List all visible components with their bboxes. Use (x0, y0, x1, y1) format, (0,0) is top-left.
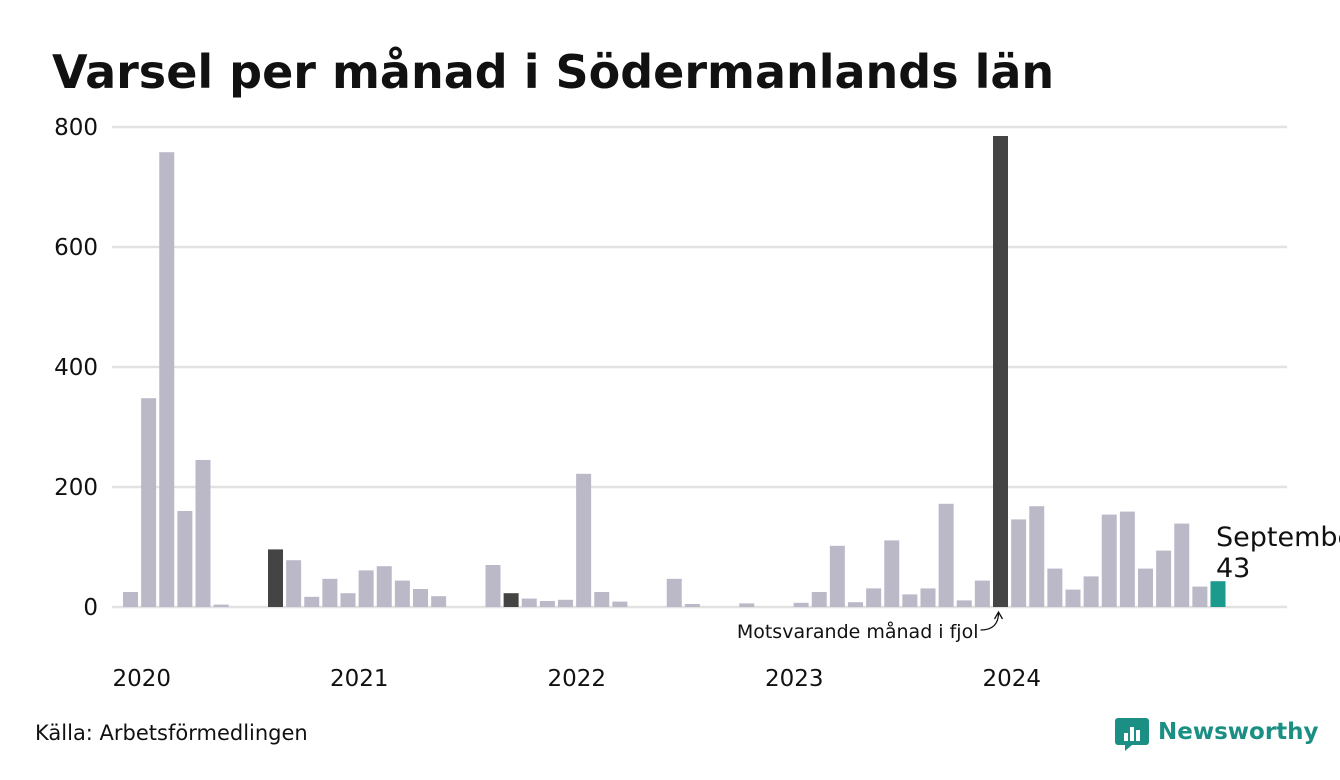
bar-8 (268, 549, 283, 607)
bar-54 (1101, 514, 1117, 607)
bar-12 (340, 593, 356, 607)
bar-57 (1156, 550, 1172, 607)
bar-9 (286, 560, 302, 607)
x-tick-label-2021: 2021 (330, 666, 389, 692)
bar-20 (485, 565, 501, 607)
annotation-label: Motsvarande månad i fjol (737, 620, 979, 643)
y-tick-label-400: 400 (54, 355, 98, 381)
bar-30 (666, 578, 682, 607)
x-tick-label-2020: 2020 (113, 666, 172, 692)
bar-15 (394, 580, 410, 607)
y-tick-label-200: 200 (54, 475, 98, 501)
bar-11 (322, 578, 338, 607)
bar-27 (612, 601, 628, 607)
bar-55 (1119, 511, 1135, 607)
last-year-annotation: Motsvarande månad i fjol (737, 610, 1004, 643)
bar-48 (993, 136, 1008, 607)
bar-56 (1138, 568, 1153, 607)
bar-31 (684, 604, 700, 607)
bar-34 (739, 603, 755, 607)
y-axis-tick-labels: 0 200 400 600 800 (54, 115, 98, 621)
bar-44 (920, 588, 936, 607)
bar-25 (576, 473, 592, 607)
bar-37 (793, 602, 809, 607)
bar-60 (1210, 581, 1226, 607)
chart-bubble-icon (1115, 718, 1149, 751)
brand-name: Newsworthy (1158, 719, 1319, 745)
bar-52 (1065, 589, 1081, 607)
x-axis-tick-labels: 2020 2021 2022 2023 2024 (113, 666, 1042, 692)
source-label: Källa: Arbetsförmedlingen (35, 721, 308, 745)
annotation-arrowhead (993, 610, 1004, 620)
brand-logo: Newsworthy (1115, 718, 1319, 751)
bar-13 (358, 570, 374, 607)
x-tick-label-2024: 2024 (983, 666, 1042, 692)
bar-58 (1174, 523, 1190, 607)
callout-month: September (1216, 522, 1340, 553)
bar-23 (539, 601, 555, 607)
bar-59 (1192, 586, 1208, 607)
bar-41 (866, 588, 882, 607)
bar-47 (974, 580, 990, 607)
x-tick-label-2022: 2022 (548, 666, 607, 692)
x-tick-label-2023: 2023 (765, 666, 824, 692)
bar-3 (177, 511, 193, 607)
bar-50 (1029, 506, 1045, 607)
bar-14 (376, 566, 392, 607)
bar-2 (159, 152, 175, 607)
bar-40 (848, 602, 863, 607)
bar-17 (431, 596, 447, 607)
bar-38 (811, 592, 827, 607)
bar-24 (558, 599, 573, 607)
y-tick-label-0: 0 (83, 595, 98, 621)
bars (123, 136, 1226, 607)
bar-53 (1083, 576, 1099, 607)
chart-title: Varsel per månad i Södermanlands län (52, 45, 1054, 99)
bar-21 (503, 593, 519, 607)
bar-46 (956, 600, 972, 607)
bar-42 (884, 540, 900, 607)
bar-10 (304, 596, 320, 607)
y-tick-label-800: 800 (54, 115, 98, 141)
bar-26 (594, 592, 610, 607)
bar-22 (521, 598, 537, 607)
bar-1 (141, 398, 157, 607)
latest-value-callout: September 43 (1216, 522, 1340, 584)
bar-39 (829, 545, 845, 607)
callout-value: 43 (1216, 553, 1250, 584)
bar-49 (1011, 519, 1027, 607)
bar-43 (902, 594, 918, 607)
bar-16 (413, 589, 428, 607)
y-tick-label-600: 600 (54, 235, 98, 261)
bar-4 (195, 460, 211, 607)
bar-51 (1047, 568, 1063, 607)
bar-45 (938, 503, 954, 607)
bar-0 (123, 592, 138, 607)
bar-5 (213, 604, 229, 607)
annotation-arrow (980, 612, 1000, 631)
